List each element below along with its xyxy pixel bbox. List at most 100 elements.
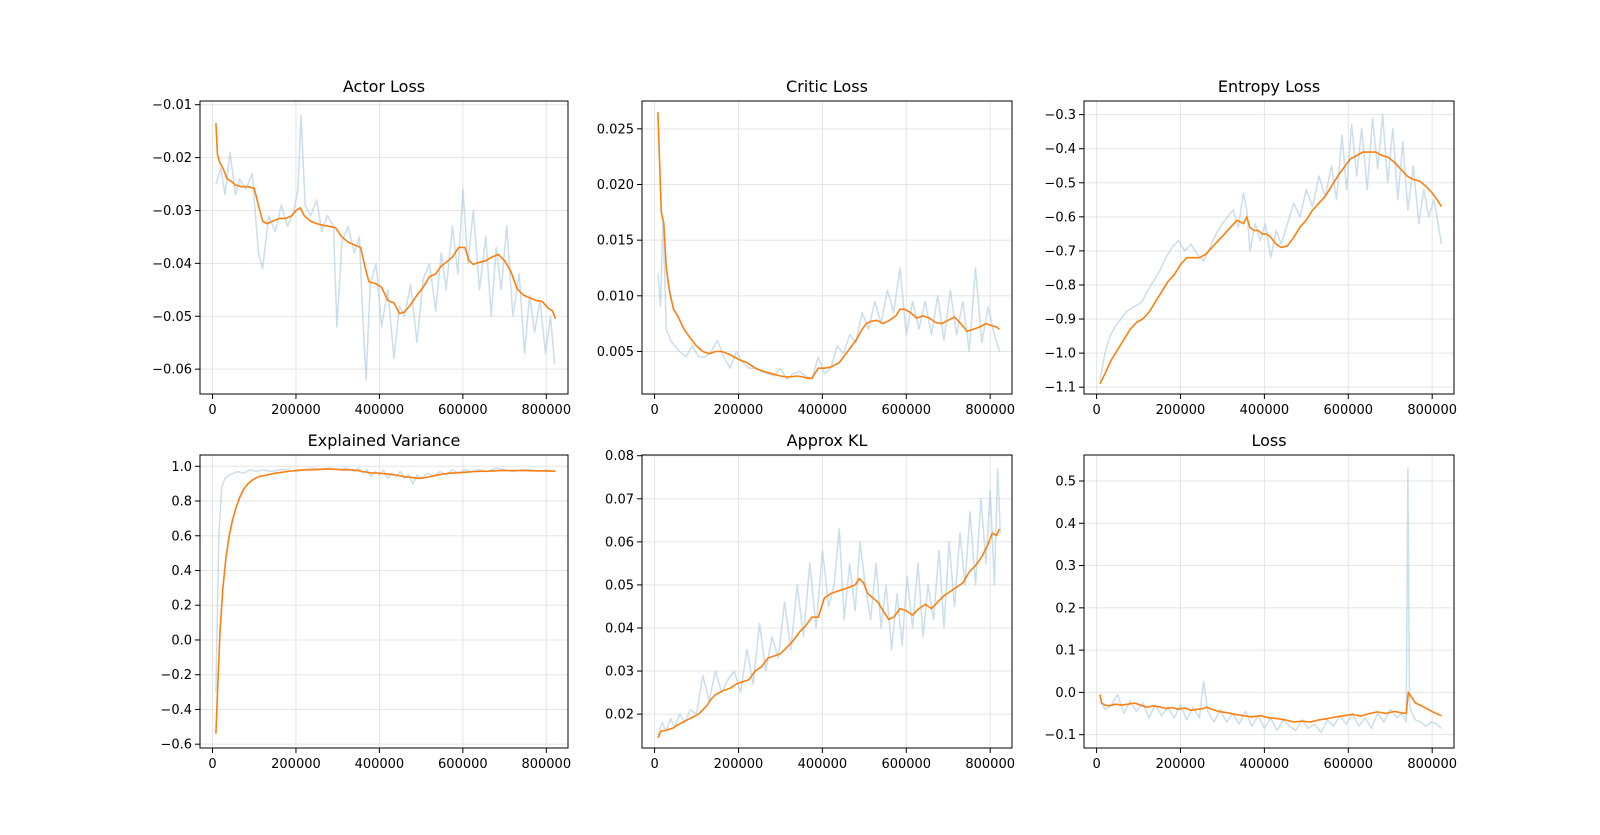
approx-kl-title: Approx KL xyxy=(787,431,868,450)
critic-loss-raw-line xyxy=(657,217,1001,381)
entropy-loss-xtick-label-4: 800000 xyxy=(1407,403,1457,418)
entropy-loss-ytick-label-7: −0.4 xyxy=(1044,142,1076,157)
explained-variance-ytick-label-1: −0.4 xyxy=(160,703,192,718)
loss-xtick-label-0: 0 xyxy=(1092,757,1100,772)
critic-loss-frame xyxy=(641,100,1013,395)
loss-frame xyxy=(1083,454,1455,749)
critic-loss-xtick-label-2: 400000 xyxy=(798,403,848,418)
approx-kl-xtick-label-1: 200000 xyxy=(714,757,764,772)
explained-variance-ytick-label-8: 1.0 xyxy=(171,460,192,475)
entropy-loss-ytick-label-0: −1.1 xyxy=(1044,381,1076,396)
explained-variance-ytick-label-5: 0.4 xyxy=(171,564,192,579)
actor-loss-ytick-label-5: −0.01 xyxy=(152,98,192,113)
loss-title: Loss xyxy=(1251,431,1286,450)
loss-ytick-label-3: 0.2 xyxy=(1055,601,1076,616)
critic-loss-ytick-label-1: 0.010 xyxy=(597,289,634,304)
explained-variance-xtick-label-1: 200000 xyxy=(271,757,321,772)
loss-ytick-label-1: 0.0 xyxy=(1055,686,1076,701)
explained-variance-ytick-label-6: 0.6 xyxy=(171,529,192,544)
critic-loss-ytick-label-3: 0.020 xyxy=(597,178,634,193)
actor-loss-xtick-label-2: 400000 xyxy=(355,403,405,418)
actor-loss-xtick-label-4: 800000 xyxy=(521,403,571,418)
explained-variance-ytick-label-7: 0.8 xyxy=(171,495,192,510)
explained-variance-ytick-label-4: 0.2 xyxy=(171,599,192,614)
approx-kl-frame xyxy=(641,454,1013,749)
actor-loss-smooth-line xyxy=(215,123,557,320)
critic-loss-chart: 0 200000 400000 600000 800000 0.005 0.010 0.015… xyxy=(597,77,1015,418)
critic-loss-ytick-label-0: 0.005 xyxy=(597,345,634,360)
explained-variance-xtick-label-4: 800000 xyxy=(521,757,571,772)
entropy-loss-chart: 0 200000 400000 600000 800000 −1.1 −1.0 −0.9 −0.… xyxy=(1044,77,1457,418)
approx-kl-ytick-label-6: 0.08 xyxy=(605,449,634,464)
explained-variance-xtick-label-2: 400000 xyxy=(355,757,405,772)
approx-kl-raw-line xyxy=(657,467,1002,736)
entropy-loss-title: Entropy Loss xyxy=(1218,77,1320,96)
loss-ytick-label-6: 0.5 xyxy=(1055,475,1076,490)
actor-loss-xtick-label-0: 0 xyxy=(208,403,216,418)
explained-variance-frame xyxy=(199,454,569,749)
entropy-loss-xtick-label-2: 400000 xyxy=(1240,403,1290,418)
actor-loss-title: Actor Loss xyxy=(343,77,425,96)
approx-kl-ytick-label-3: 0.05 xyxy=(605,578,634,593)
actor-loss-chart: 0 200000 400000 600000 800000 −0.06 −0.05 −0.04… xyxy=(152,77,571,418)
critic-loss-xtick-label-1: 200000 xyxy=(714,403,764,418)
actor-loss-raw-line xyxy=(215,114,556,381)
entropy-loss-xtick-label-1: 200000 xyxy=(1156,403,1206,418)
approx-kl-ytick-label-4: 0.06 xyxy=(605,535,634,550)
explained-variance-ytick-label-2: −0.2 xyxy=(160,668,192,683)
explained-variance-ytick-label-3: 0.0 xyxy=(171,633,192,648)
explained-variance-raw-line xyxy=(215,467,556,693)
approx-kl-ytick-label-0: 0.02 xyxy=(605,708,634,723)
explained-variance-smooth-line xyxy=(215,468,556,734)
loss-smooth-line xyxy=(1099,691,1442,723)
critic-loss-xtick-label-3: 600000 xyxy=(881,403,931,418)
actor-loss-ytick-label-4: −0.02 xyxy=(152,151,192,166)
explained-variance-xtick-label-0: 0 xyxy=(208,757,216,772)
critic-loss-ytick-label-2: 0.015 xyxy=(597,234,634,249)
approx-kl-xtick-label-4: 800000 xyxy=(965,757,1015,772)
entropy-loss-ytick-label-6: −0.5 xyxy=(1044,176,1076,191)
critic-loss-ytick-label-4: 0.025 xyxy=(597,122,634,137)
actor-loss-ytick-label-1: −0.05 xyxy=(152,310,192,325)
loss-xtick-label-3: 600000 xyxy=(1323,757,1373,772)
entropy-loss-xtick-label-3: 600000 xyxy=(1323,403,1373,418)
loss-ytick-label-2: 0.1 xyxy=(1055,644,1076,659)
actor-loss-ytick-label-2: −0.04 xyxy=(152,257,192,272)
loss-xtick-label-2: 400000 xyxy=(1240,757,1290,772)
entropy-loss-smooth-line xyxy=(1099,151,1443,385)
entropy-loss-raw-line xyxy=(1099,113,1443,381)
loss-ytick-label-0: −0.1 xyxy=(1044,728,1076,743)
approx-kl-ytick-label-2: 0.04 xyxy=(605,621,634,636)
loss-chart: 0 200000 400000 600000 800000 −0.1 0.0 0.1 0.2 0.… xyxy=(1044,431,1457,772)
approx-kl-ytick-label-5: 0.07 xyxy=(605,492,634,507)
explained-variance-chart: 0 200000 400000 600000 800000 −0.6 −0.4 −0.2 0.0… xyxy=(160,431,571,772)
entropy-loss-ytick-label-2: −0.9 xyxy=(1044,313,1076,328)
explained-variance-xtick-label-3: 600000 xyxy=(438,757,488,772)
critic-loss-smooth-line xyxy=(657,112,1000,379)
entropy-loss-ytick-label-8: −0.3 xyxy=(1044,108,1076,123)
loss-xtick-label-1: 200000 xyxy=(1156,757,1206,772)
entropy-loss-ytick-label-5: −0.6 xyxy=(1044,210,1076,225)
critic-loss-xtick-label-4: 800000 xyxy=(965,403,1015,418)
explained-variance-title: Explained Variance xyxy=(308,431,461,450)
approx-kl-ytick-label-1: 0.03 xyxy=(605,665,634,680)
entropy-loss-xtick-label-0: 0 xyxy=(1092,403,1100,418)
actor-loss-ytick-label-0: −0.06 xyxy=(152,363,192,378)
approx-kl-xtick-label-0: 0 xyxy=(650,757,658,772)
approx-kl-smooth-line xyxy=(657,528,1001,739)
loss-ytick-label-4: 0.3 xyxy=(1055,559,1076,574)
actor-loss-xtick-label-3: 600000 xyxy=(438,403,488,418)
approx-kl-xtick-label-3: 600000 xyxy=(881,757,931,772)
approx-kl-chart: 0 200000 400000 600000 800000 0.02 0.03 0.04 0.0… xyxy=(605,431,1015,772)
loss-raw-line xyxy=(1099,467,1442,734)
loss-xtick-label-4: 800000 xyxy=(1407,757,1457,772)
entropy-loss-ytick-label-3: −0.8 xyxy=(1044,278,1076,293)
critic-loss-title: Critic Loss xyxy=(786,77,868,96)
entropy-loss-frame xyxy=(1083,100,1455,395)
entropy-loss-ytick-label-4: −0.7 xyxy=(1044,244,1076,259)
loss-ytick-label-5: 0.4 xyxy=(1055,517,1076,532)
actor-loss-xtick-label-1: 200000 xyxy=(271,403,321,418)
approx-kl-xtick-label-2: 400000 xyxy=(798,757,848,772)
entropy-loss-ytick-label-1: −1.0 xyxy=(1044,347,1076,362)
